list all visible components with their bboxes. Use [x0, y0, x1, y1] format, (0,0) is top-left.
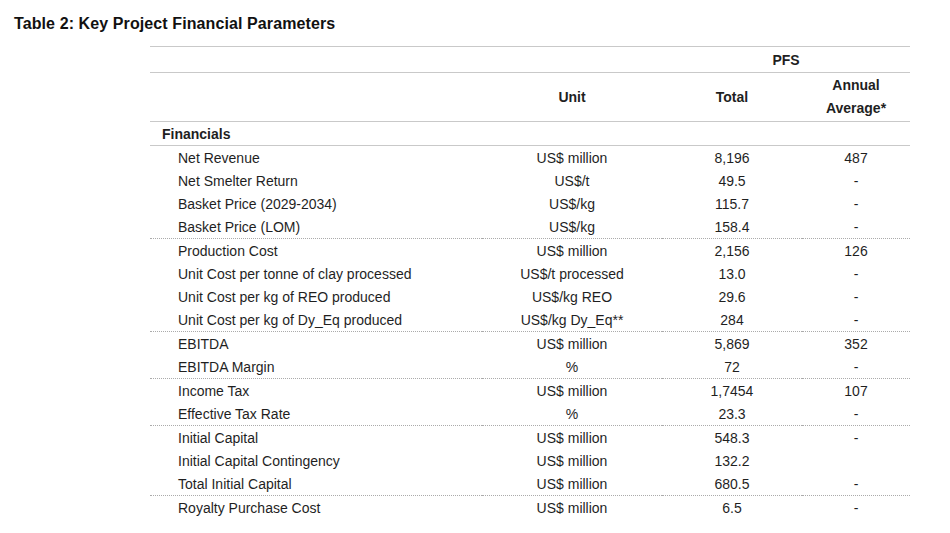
row-label: Effective Tax Rate [150, 402, 482, 426]
financial-parameters-table: PFS Unit Total Annual Average* Financial… [150, 46, 910, 519]
section-header-financials: Financials [150, 122, 910, 146]
unit-cell: US$ million [482, 332, 662, 356]
table-row: Unit Cost per kg of REO producedUS$/kg R… [150, 285, 910, 308]
unit-cell: US$/t [482, 169, 662, 192]
row-label: Production Cost [150, 239, 482, 263]
table-row: Unit Cost per tonne of clay processedUS$… [150, 262, 910, 285]
unit-cell: US$ million [482, 496, 662, 520]
row-label: Net Revenue [150, 146, 482, 170]
empty-cell [150, 73, 482, 122]
unit-cell: US$ million [482, 379, 662, 403]
annual-cell: 126 [802, 239, 910, 263]
row-label: Income Tax [150, 379, 482, 403]
annual-cell: 487 [802, 146, 910, 170]
table-row: Basket Price (LOM)US$/kg158.4- [150, 215, 910, 239]
total-cell: 49.5 [662, 169, 802, 192]
table-row: Royalty Purchase CostUS$ million6.5- [150, 496, 910, 520]
row-label: Initial Capital Contingency [150, 449, 482, 472]
table-row: Total Initial CapitalUS$ million680.5- [150, 472, 910, 496]
unit-cell: US$/kg [482, 215, 662, 239]
table-row: EBITDAUS$ million5,869352 [150, 332, 910, 356]
row-label: Basket Price (LOM) [150, 215, 482, 239]
unit-cell: % [482, 355, 662, 379]
table-row: EBITDA Margin%72- [150, 355, 910, 379]
annual-cell [802, 449, 910, 472]
table-row-column-headers: Unit Total Annual Average* [150, 73, 910, 122]
unit-cell: US$ million [482, 239, 662, 263]
annual-cell: - [802, 215, 910, 239]
table-row: Net RevenueUS$ million8,196487 [150, 146, 910, 170]
row-label: EBITDA [150, 332, 482, 356]
row-label: Unit Cost per kg of REO produced [150, 285, 482, 308]
row-label: EBITDA Margin [150, 355, 482, 379]
total-cell: 2,156 [662, 239, 802, 263]
empty-cell [150, 47, 662, 73]
total-cell: 284 [662, 308, 802, 332]
total-cell: 1,7454 [662, 379, 802, 403]
table-row: Initial CapitalUS$ million548.3- [150, 426, 910, 450]
unit-cell: US$/t processed [482, 262, 662, 285]
total-cell: 5,869 [662, 332, 802, 356]
unit-cell: US$ million [482, 472, 662, 496]
row-label: Net Smelter Return [150, 169, 482, 192]
table-row: Unit Cost per kg of Dy_Eq producedUS$/kg… [150, 308, 910, 332]
annual-cell: - [802, 496, 910, 520]
pfs-span-header: PFS [662, 47, 910, 73]
row-label: Initial Capital [150, 426, 482, 450]
table-row: Production CostUS$ million2,156126 [150, 239, 910, 263]
total-cell: 29.6 [662, 285, 802, 308]
unit-cell: US$ million [482, 146, 662, 170]
annual-cell: - [802, 402, 910, 426]
unit-cell: % [482, 402, 662, 426]
column-header-annual-average-label: Annual Average* [816, 74, 896, 120]
row-label: Total Initial Capital [150, 472, 482, 496]
table-body: PFS Unit Total Annual Average* Financial… [150, 47, 910, 520]
column-header-unit: Unit [482, 73, 662, 122]
row-label: Royalty Purchase Cost [150, 496, 482, 520]
annual-cell: - [802, 355, 910, 379]
annual-cell: - [802, 472, 910, 496]
unit-cell: US$ million [482, 449, 662, 472]
total-cell: 132.2 [662, 449, 802, 472]
table-row-pfs: PFS [150, 47, 910, 73]
total-cell: 72 [662, 355, 802, 379]
total-cell: 6.5 [662, 496, 802, 520]
column-header-annual-average: Annual Average* [802, 73, 910, 122]
annual-cell: - [802, 262, 910, 285]
total-cell: 8,196 [662, 146, 802, 170]
table-caption: Table 2: Key Project Financial Parameter… [0, 0, 950, 33]
unit-cell: US$/kg REO [482, 285, 662, 308]
column-header-total: Total [662, 73, 802, 122]
total-cell: 115.7 [662, 192, 802, 215]
unit-cell: US$/kg [482, 192, 662, 215]
annual-cell: - [802, 308, 910, 332]
row-label: Unit Cost per tonne of clay processed [150, 262, 482, 285]
total-cell: 548.3 [662, 426, 802, 450]
row-label: Basket Price (2029-2034) [150, 192, 482, 215]
table-row: Initial Capital ContingencyUS$ million13… [150, 449, 910, 472]
table-row: Income TaxUS$ million1,7454107 [150, 379, 910, 403]
table-row-section: Financials [150, 122, 910, 146]
row-label: Unit Cost per kg of Dy_Eq produced [150, 308, 482, 332]
total-cell: 13.0 [662, 262, 802, 285]
unit-cell: US$/kg Dy_Eq** [482, 308, 662, 332]
table-row: Basket Price (2029-2034)US$/kg115.7- [150, 192, 910, 215]
annual-cell: - [802, 192, 910, 215]
table-row: Effective Tax Rate%23.3- [150, 402, 910, 426]
annual-cell: - [802, 426, 910, 450]
total-cell: 680.5 [662, 472, 802, 496]
table-row: Net Smelter ReturnUS$/t49.5- [150, 169, 910, 192]
annual-cell: - [802, 285, 910, 308]
annual-cell: 107 [802, 379, 910, 403]
total-cell: 158.4 [662, 215, 802, 239]
annual-cell: - [802, 169, 910, 192]
total-cell: 23.3 [662, 402, 802, 426]
unit-cell: US$ million [482, 426, 662, 450]
annual-cell: 352 [802, 332, 910, 356]
